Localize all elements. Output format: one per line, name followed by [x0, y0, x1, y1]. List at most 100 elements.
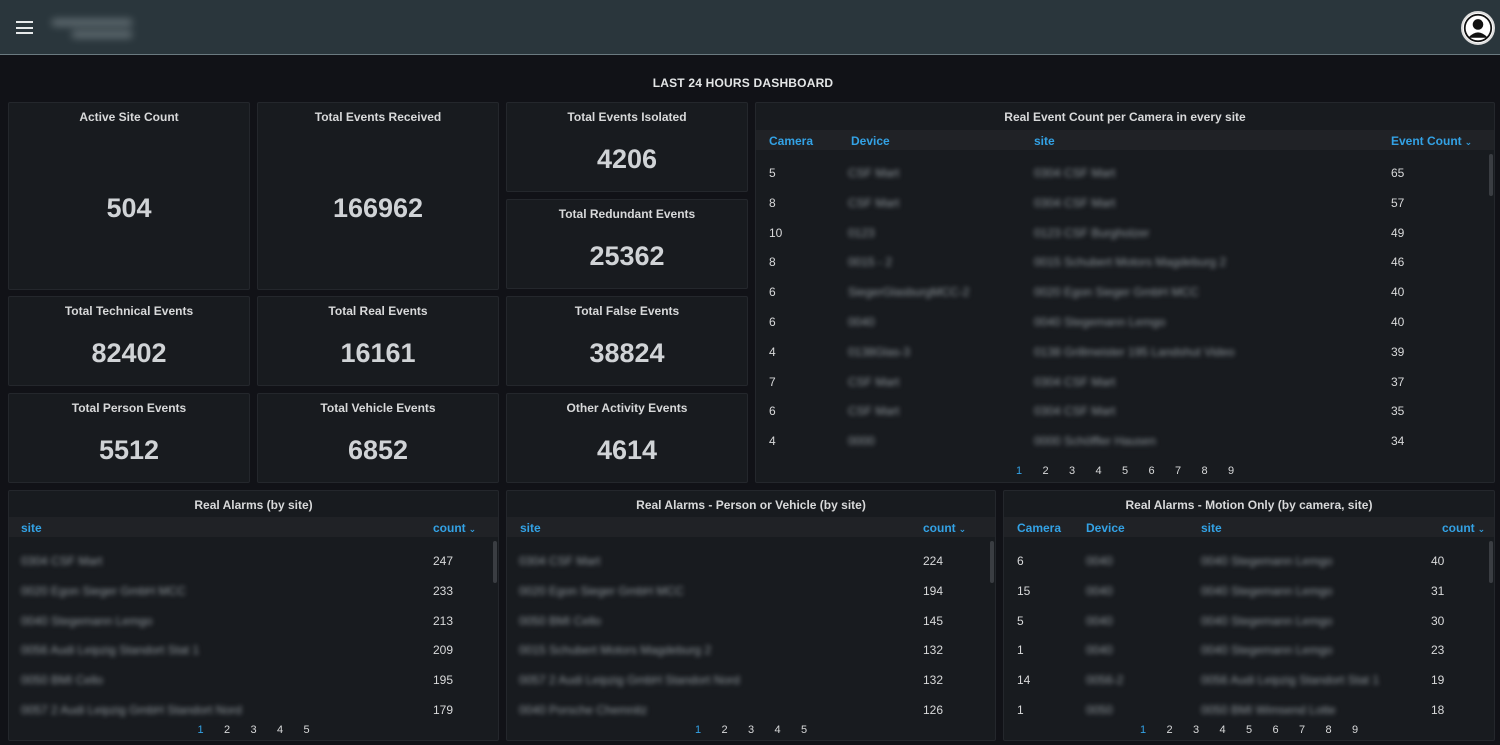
- table-row[interactable]: 6 CSF Mart 0304 CSF Mart 35: [756, 396, 1494, 426]
- table-row[interactable]: 0304 CSF Mart 247: [9, 546, 498, 576]
- table-cell: 0056-2: [1086, 673, 1124, 688]
- page-link[interactable]: 6: [1148, 465, 1155, 477]
- scrollbar-thumb[interactable]: [1489, 154, 1493, 196]
- page-link[interactable]: 9: [1351, 724, 1359, 736]
- table-row[interactable]: 5 CSF Mart 0304 CSF Mart 65: [756, 158, 1494, 188]
- table-row[interactable]: 5 0040 0040 Stegemann Lemgo 30: [1004, 606, 1494, 636]
- table-cell: 0304 CSF Mart: [1034, 166, 1116, 180]
- table-row[interactable]: 14 0056-2 0056 Audi Leipzig Standort Stat …: [1004, 665, 1494, 695]
- scrollbar-thumb[interactable]: [990, 541, 994, 583]
- table-cell: CSF Mart: [848, 166, 900, 180]
- page-link[interactable]: 9: [1227, 465, 1235, 477]
- table-row[interactable]: 6 SiegerGlasburgMCC-2 0020 Egon Sieger Gmb…: [756, 277, 1494, 307]
- column-header-site[interactable]: site: [1034, 134, 1055, 148]
- table-row[interactable]: 0050 BMI Cello 195: [9, 665, 498, 695]
- column-header-label: count: [923, 521, 956, 535]
- table-row[interactable]: 10 0123 0123 CSF Burgholzer 49: [756, 218, 1494, 248]
- column-header-device[interactable]: Device: [851, 134, 890, 148]
- stat-panel-false: Total False Events 38824: [506, 296, 748, 386]
- page-link[interactable]: 4: [1095, 465, 1102, 477]
- table-row[interactable]: 0040 Porsche Chemnitz 126: [507, 695, 995, 725]
- table-row[interactable]: 0056 Audi Leipzig Standort Stat 1 209: [9, 635, 498, 665]
- table-cell: 0020 Egon Sieger GmbH MCC: [519, 583, 684, 598]
- page-link[interactable]: 4: [1219, 724, 1226, 736]
- table-row[interactable]: 15 0040 0040 Stegemann Lemgo 31: [1004, 576, 1494, 606]
- table-cell: 0057 2 Audi Leipzig GmbH Standort Nord: [519, 673, 740, 688]
- page-link[interactable]: 1: [694, 724, 702, 736]
- stat-title: Total False Events: [574, 304, 680, 318]
- stat-value: 166962: [332, 193, 424, 223]
- table-cell: 0138 Grillmeister 195 Landshut Video: [1034, 344, 1235, 359]
- table-cell: 30: [1431, 613, 1445, 628]
- hamburger-icon[interactable]: [16, 21, 33, 34]
- table-row[interactable]: 1 0050 0050 BMI Wimsend Lotte 18: [1004, 695, 1494, 725]
- column-header-device[interactable]: Device: [1086, 521, 1125, 535]
- page-link[interactable]: 7: [1174, 465, 1182, 477]
- user-avatar-icon[interactable]: [1461, 11, 1495, 45]
- column-header-camera[interactable]: Camera: [769, 134, 814, 148]
- page-link[interactable]: 5: [1121, 465, 1129, 477]
- table-cell: 0040 Stegemann Lemgo: [1201, 583, 1333, 598]
- page-link[interactable]: 8: [1325, 724, 1332, 736]
- stat-panel-other: Other Activity Events 4614: [506, 393, 748, 483]
- table-row[interactable]: 0304 CSF Mart 224: [507, 546, 995, 576]
- table-cell: 224: [923, 554, 944, 568]
- table-row[interactable]: 0015 Schubert Motors Magdeburg 2 132: [507, 635, 995, 665]
- column-header-label: count: [1442, 521, 1475, 535]
- column-header-site[interactable]: site: [520, 521, 541, 535]
- column-header-count[interactable]: count ⌄: [923, 521, 966, 535]
- table-cell: 0000: [848, 434, 875, 449]
- scrollbar-thumb[interactable]: [1489, 541, 1493, 583]
- page-link[interactable]: 2: [1166, 724, 1173, 736]
- column-header-site[interactable]: site: [1201, 521, 1222, 535]
- page-link[interactable]: 5: [1245, 724, 1253, 736]
- table-row[interactable]: 0040 Stegemann Lemgo 213: [9, 606, 498, 636]
- pagination: 1 2 3 4 5: [507, 724, 995, 736]
- scrollbar-thumb[interactable]: [493, 541, 497, 583]
- column-header-camera[interactable]: Camera: [1017, 521, 1062, 535]
- column-header-site[interactable]: site: [21, 521, 42, 535]
- table-row[interactable]: 6 0040 0040 Stegemann Lemgo 40: [756, 307, 1494, 337]
- column-header-count[interactable]: count ⌄: [1442, 521, 1485, 535]
- page-link[interactable]: 5: [800, 724, 808, 736]
- page-link[interactable]: 3: [1068, 465, 1076, 477]
- table-row[interactable]: 6 0040 0040 Stegemann Lemgo 40: [1004, 546, 1494, 576]
- camera-event-table-panel: Real Event Count per Camera in every sit…: [755, 102, 1495, 483]
- column-header-label: Event Count: [1391, 134, 1462, 148]
- table-cell: CSF Mart: [848, 195, 900, 210]
- page-link[interactable]: 3: [250, 724, 257, 736]
- page-link[interactable]: 1: [1015, 465, 1023, 477]
- page-link[interactable]: 2: [1042, 465, 1049, 477]
- page-link[interactable]: 6: [1272, 724, 1279, 736]
- table-row[interactable]: 8 CSF Mart 0304 CSF Mart 57: [756, 188, 1494, 218]
- page-link[interactable]: 8: [1201, 465, 1208, 477]
- page-link[interactable]: 4: [774, 724, 781, 736]
- table-cell: 0040 Stegemann Lemgo: [21, 613, 153, 628]
- page-link[interactable]: 4: [276, 724, 284, 736]
- page-link[interactable]: 2: [721, 724, 728, 736]
- page-link[interactable]: 7: [1298, 724, 1306, 736]
- table-row[interactable]: 4 0138Glas-3 0138 Grillmeister 195 Landshu…: [756, 337, 1494, 367]
- table-row[interactable]: 0050 BMI Cello 145: [507, 606, 995, 636]
- table-row[interactable]: 1 0040 0040 Stegemann Lemgo 23: [1004, 635, 1494, 665]
- column-header-event-count[interactable]: Event Count ⌄: [1391, 134, 1472, 148]
- table-row[interactable]: 0020 Egon Sieger GmbH MCC 194: [507, 576, 995, 606]
- table-row[interactable]: 0057 2 Audi Leipzig GmbH Standort Nord 13…: [507, 665, 995, 695]
- page-link[interactable]: 5: [303, 724, 310, 736]
- table-header: site count ⌄: [507, 517, 995, 537]
- stat-title: Total Real Events: [328, 304, 428, 318]
- table-row[interactable]: 0057 2 Audi Leipzig GmbH Standort Nord 17…: [9, 695, 498, 725]
- table-row[interactable]: 8 0015 - 2 0015 Schubert Motors Magdeburg …: [756, 247, 1494, 277]
- page-link[interactable]: 1: [197, 724, 204, 736]
- page-link[interactable]: 2: [223, 724, 231, 736]
- table-row[interactable]: 0020 Egon Sieger GmbH MCC 233: [9, 576, 498, 606]
- table-cell: 0040: [1086, 554, 1113, 568]
- page-link[interactable]: 1: [1139, 724, 1147, 736]
- table-row[interactable]: 4 0000 0000 Schöffler Hausen 34: [756, 426, 1494, 456]
- alarms-motion-panel: Real Alarms - Motion Only (by camera, si…: [1003, 490, 1495, 741]
- column-header-count[interactable]: count ⌄: [433, 521, 476, 535]
- table-cell: 0304 CSF Mart: [1034, 195, 1116, 210]
- table-row[interactable]: 7 CSF Mart 0304 CSF Mart 37: [756, 367, 1494, 397]
- page-link[interactable]: 3: [747, 724, 755, 736]
- page-link[interactable]: 3: [1192, 724, 1200, 736]
